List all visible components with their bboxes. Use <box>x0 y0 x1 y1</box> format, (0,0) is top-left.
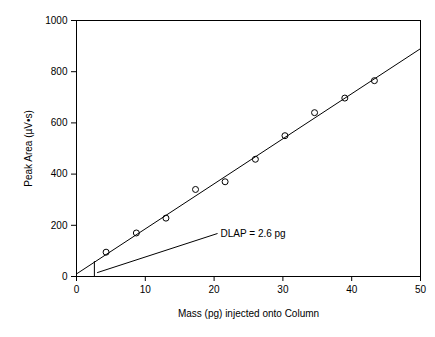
svg-text:400: 400 <box>51 168 68 179</box>
svg-text:0: 0 <box>62 271 68 282</box>
svg-text:200: 200 <box>51 220 68 231</box>
svg-text:50: 50 <box>415 284 427 295</box>
svg-text:Mass (pg) injected onto Column: Mass (pg) injected onto Column <box>178 308 319 319</box>
svg-text:Peak Area (µV•s): Peak Area (µV•s) <box>23 110 34 187</box>
svg-text:800: 800 <box>51 66 68 77</box>
svg-text:DLAP = 2.6 pg: DLAP = 2.6 pg <box>221 228 286 239</box>
svg-text:0: 0 <box>74 284 80 295</box>
svg-text:20: 20 <box>209 284 221 295</box>
svg-text:10: 10 <box>140 284 152 295</box>
svg-text:1000: 1000 <box>45 15 68 26</box>
svg-text:30: 30 <box>277 284 289 295</box>
svg-text:600: 600 <box>51 117 68 128</box>
svg-text:40: 40 <box>346 284 358 295</box>
